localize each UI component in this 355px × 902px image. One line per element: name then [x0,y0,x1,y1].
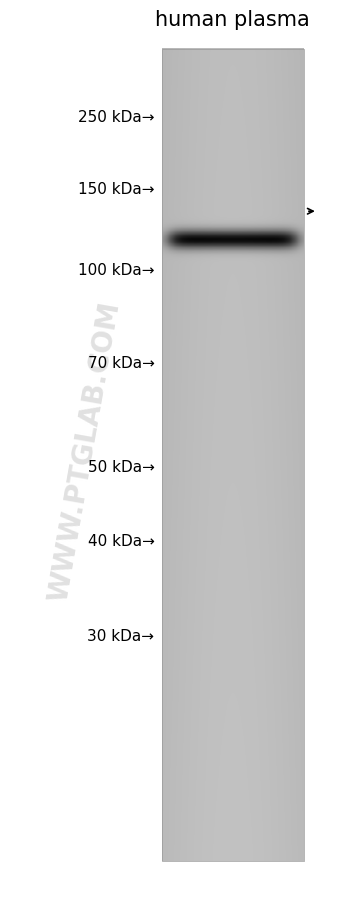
Text: 150 kDa→: 150 kDa→ [78,182,154,197]
Text: 250 kDa→: 250 kDa→ [78,110,154,124]
Text: 50 kDa→: 50 kDa→ [88,460,154,474]
Text: 100 kDa→: 100 kDa→ [78,263,154,278]
Text: 30 kDa→: 30 kDa→ [87,629,154,643]
Text: 70 kDa→: 70 kDa→ [88,356,154,371]
Text: human plasma: human plasma [155,10,310,30]
Text: WWW.PTGLAB.COM: WWW.PTGLAB.COM [45,299,125,603]
Bar [162,50,304,861]
Text: 40 kDa→: 40 kDa→ [88,534,154,548]
